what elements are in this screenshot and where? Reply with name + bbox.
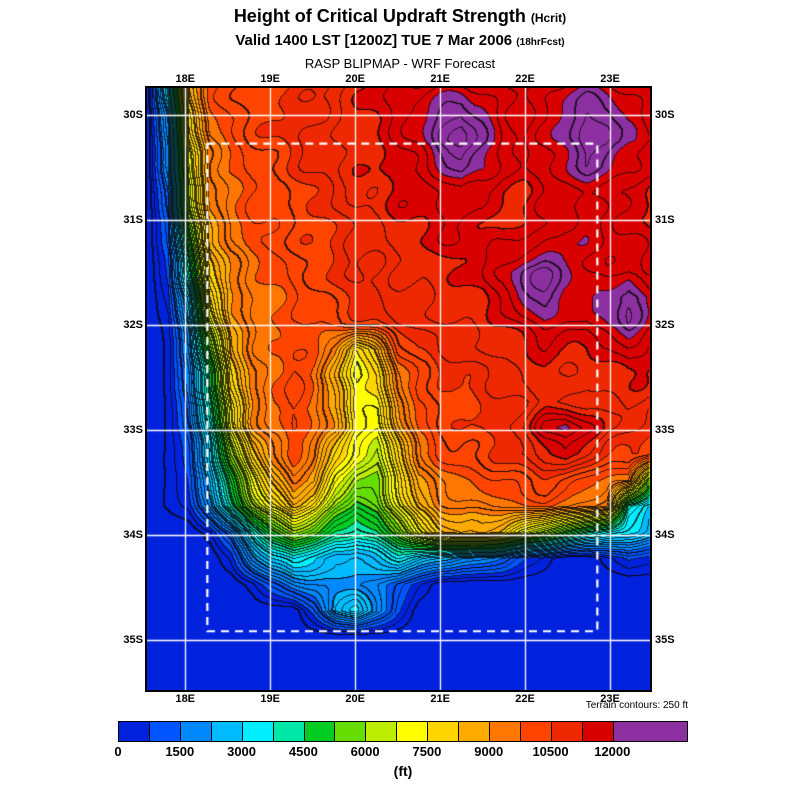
colorbar-swatch: [304, 722, 336, 741]
tick-label: 30S: [123, 109, 143, 122]
colorbar-swatch: [490, 722, 521, 741]
colorbar-swatch: [119, 722, 150, 741]
colorbar-swatch: [428, 722, 460, 741]
colorbar-swatch: [551, 722, 583, 741]
tick-label: 34S: [655, 528, 675, 541]
colorbar-tick-label: 0: [114, 744, 122, 759]
tick-label: 31S: [123, 214, 143, 227]
colorbar-units-label: (ft): [393, 763, 413, 779]
tick-label: 32S: [123, 319, 143, 332]
tick-label: 35S: [655, 633, 675, 646]
valid-time-line: Valid 1400 LST [1200Z] TUE 7 Mar 2006 (1…: [0, 32, 800, 49]
valid-time-text: Valid 1400 LST [1200Z] TUE 7 Mar 2006: [235, 32, 513, 49]
colorbar-swatch: [459, 722, 491, 741]
model-name: RASP BLIPMAP - WRF Forecast: [304, 56, 496, 71]
tick-label: 18E: [175, 73, 196, 85]
colorbar-swatch: [180, 722, 212, 741]
page-title: Height of Critical Updraft Strength (Hcr…: [0, 6, 800, 27]
colorbar-tick-label: 10500: [532, 744, 569, 759]
colorbar-swatch: [211, 722, 243, 741]
colorbar-tick-label: 7500: [412, 744, 442, 759]
colorbar-tick-label: 3000: [227, 744, 257, 759]
tick-label: 32S: [655, 319, 675, 332]
page-title-text: Height of Critical Updraft Strength: [233, 6, 526, 26]
page-title-suffix: (Hcrit): [530, 11, 567, 25]
tick-label: 22E: [515, 73, 535, 85]
colorbar-swatch: [520, 722, 552, 741]
tick-label: 35S: [123, 633, 143, 646]
colorbar-tick-label: 1500: [165, 744, 195, 759]
colorbar-swatch: [149, 722, 181, 741]
colorbar-swatch: [242, 722, 274, 741]
colorbar-tick-labels: 0 1500 3000 4500 6000 7500 9000 10500 12000: [114, 744, 688, 760]
tick-label: 20E: [345, 73, 365, 85]
colorbar: [118, 721, 688, 742]
colorbar-tick-label: 6000: [350, 744, 380, 759]
colorbar-swatch: [366, 722, 398, 741]
colorbar-tick-label: 4500: [288, 744, 318, 759]
tick-label: 34S: [123, 528, 143, 541]
colorbar-tick-label: 9000: [474, 744, 504, 759]
tick-label: 33S: [655, 423, 675, 436]
colorbar-swatch: [273, 722, 305, 741]
tick-label: 19E: [260, 73, 280, 85]
colorbar-tick-label: 12000: [594, 744, 631, 759]
forecast-hour-suffix: (18hrFcst): [516, 37, 565, 48]
colorbar-swatch: [397, 722, 429, 741]
map-canvas: [147, 88, 650, 690]
tick-label: 21E: [430, 73, 450, 85]
tick-label: 33S: [123, 423, 143, 436]
colorbar-swatch-over: [613, 722, 688, 741]
colorbar-swatch: [335, 722, 367, 741]
colorbar-swatch: [582, 722, 614, 741]
map-plot: [145, 86, 652, 692]
tick-label: 30S: [655, 109, 675, 122]
tick-label: 31S: [655, 214, 675, 227]
tick-label: 23E: [600, 73, 620, 85]
terrain-contour-note: Terrain contours: 250 ft: [585, 700, 688, 711]
